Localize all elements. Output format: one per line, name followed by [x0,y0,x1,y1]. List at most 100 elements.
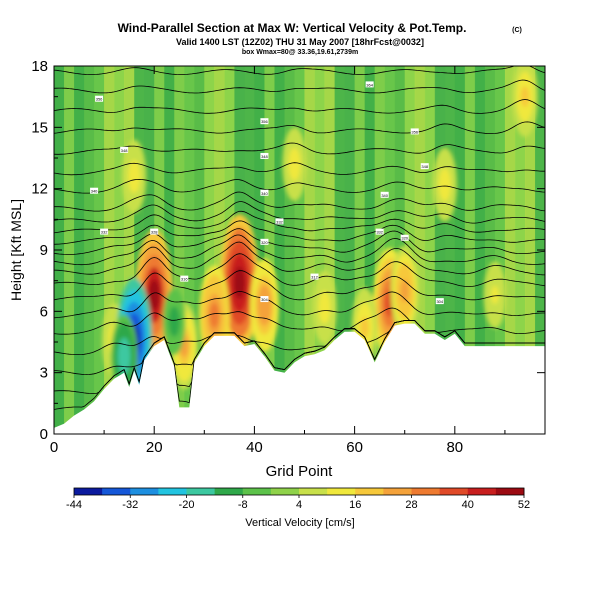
colorbar-swatch [439,488,469,495]
velocity-stripe [204,66,215,434]
theta-label-box [260,238,269,245]
velocity-stripe [174,66,185,434]
velocity-stripe [124,66,135,434]
theta-contour-label: 316 [181,277,188,282]
velocity-stripe [374,66,386,434]
colorbar-tick-label: 40 [462,499,474,511]
theta-contour-label: 332 [376,230,383,235]
velocity-stripe [134,66,145,434]
colorbar-swatch [186,488,216,495]
theta-label-box [375,228,384,235]
colorbar-tick-label: -20 [179,499,195,511]
theta-contour-label: 320 [261,240,268,245]
velocity-stripe [414,66,426,434]
theta-contour-label: 348 [261,154,268,159]
updraft-cell [360,317,369,339]
theta-contour-label: 340 [261,191,268,196]
y-tick-label: 0 [40,426,48,443]
downdraft-cell [119,345,129,368]
colorbar-swatch [130,488,159,495]
theta-contour-label: 320 [401,236,408,241]
y-tick-label: 12 [31,181,48,198]
theta-contour-line [54,178,545,194]
theta-contour-label: 340 [381,193,388,198]
colorbar-swatch [383,488,412,495]
velocity-stripe [314,66,326,434]
theta-label-box [380,191,389,198]
axes: 0 20 40 60 80 0 3 6 9 12 15 18 [31,58,545,456]
chart-title: Wind-Parallel Section at Max W: Vertical… [118,21,467,35]
velocity-stripe [514,66,526,434]
colorbar-swatch [270,488,300,495]
theta-contour-label: 356 [261,119,268,124]
colorbar-tick-label: -8 [238,499,248,511]
colorbar-swatch [327,488,356,495]
y-axis-label: Height [Kft MSL] [8,199,24,301]
colorbar-swatch [495,488,525,495]
updraft-cell [130,166,139,187]
theta-contour-label: 312 [311,275,318,280]
theta-label-box [90,187,99,194]
theta-label-box [400,234,409,241]
velocity-stripe [294,66,306,434]
theta-label-box [365,81,374,88]
velocity-stripe [194,66,205,434]
velocity-stripe [474,66,486,434]
x-axis-label: Grid Point [266,463,334,480]
y-tick-label: 15 [31,119,48,136]
theta-label-box [260,118,269,125]
x-tick-label: 0 [50,439,58,456]
updraft-cell [491,285,499,305]
colorbar-tick-label: 28 [405,499,417,511]
velocity-stripe [354,66,366,434]
colorbar-swatch [467,488,497,495]
theta-contour-label: 348 [121,148,128,153]
updraft-cell [290,154,299,174]
colorbar-tick-label: 16 [349,499,361,511]
theta-contour-line [54,162,545,176]
colorbar-swatch [102,488,131,495]
colorbar-swatch [355,488,384,495]
theta-contour-line [54,253,545,287]
theta-label-box [150,228,159,235]
y-tick-label: 3 [40,365,48,382]
velocity-stripe [114,66,125,434]
velocity-stripe [184,66,195,434]
velocity-stripe [164,66,175,434]
velocity-field-stripes [54,66,545,434]
velocity-stripe [424,66,436,434]
theta-contour-line [54,79,545,94]
velocity-stripe [444,66,456,434]
velocity-stripe [274,66,285,434]
theta-contour-line [54,241,545,276]
velocity-stripe [524,66,536,434]
velocity-stripe [464,66,476,434]
theta-contour-label: 364 [366,82,373,87]
colorbar-swatch [158,488,187,495]
theta-contour-line [54,66,545,75]
theta-contour-line [54,270,545,301]
theta-contour-line [54,121,545,134]
theta-label-box [120,146,129,153]
updraft-cell [148,279,160,311]
theta-contour-label: 304 [436,299,443,304]
velocity-stripe [454,66,466,434]
colorbar-swatch [242,488,272,495]
velocity-stripe [344,66,356,434]
colorbar-tick-label: 52 [518,499,530,511]
theta-contour-label: 356 [96,97,103,102]
theta-contour-line [54,307,545,335]
theta-contour-line [54,142,545,155]
colorbar-swatch [74,488,103,495]
theta-contour-line [54,220,545,245]
x-tick-label: 80 [446,439,463,456]
theta-contour-line [54,290,545,319]
x-tick-label: 20 [146,439,163,456]
theta-label-box [100,228,109,235]
theta-contours [54,66,545,410]
colorbar-swatch [299,488,328,495]
updraft-cell [320,297,329,318]
velocity-stripe [504,66,516,434]
